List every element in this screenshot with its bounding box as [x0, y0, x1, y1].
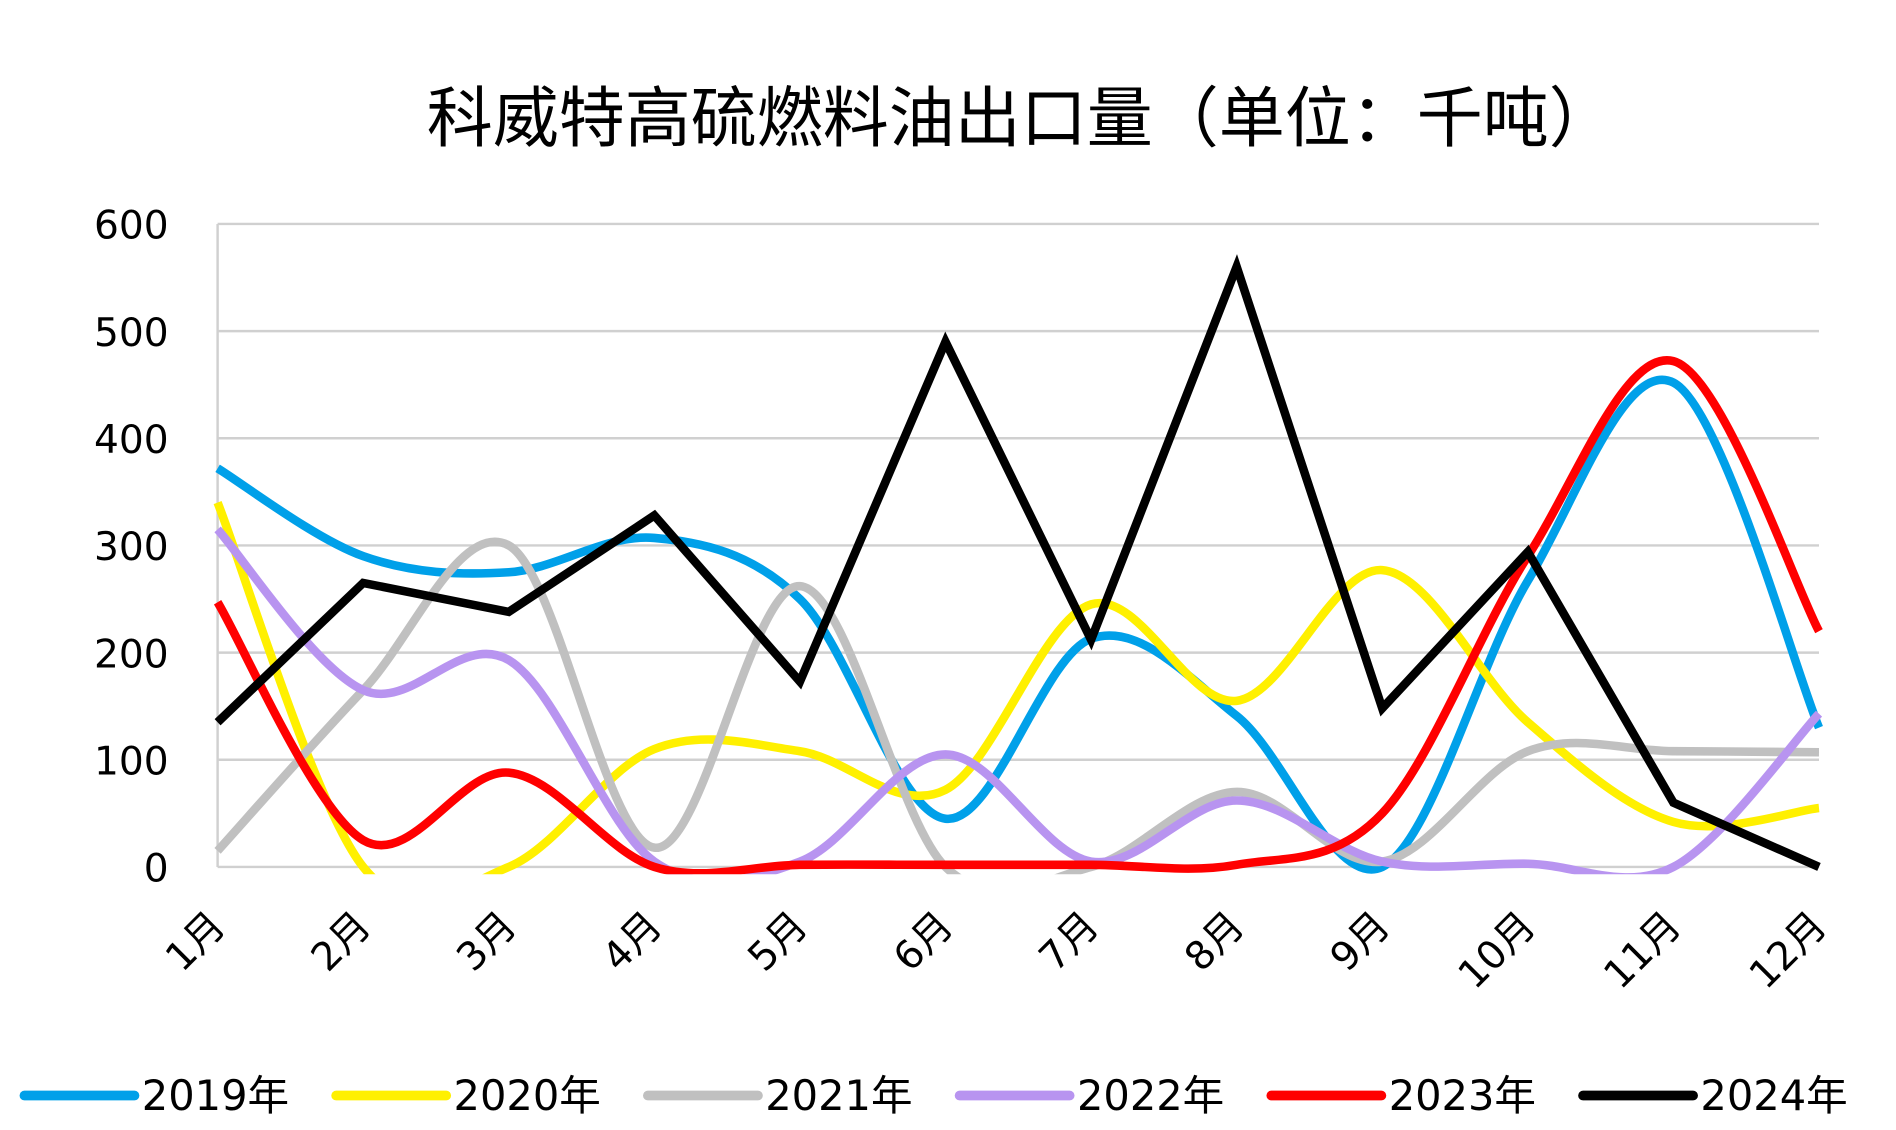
series-line-2023年 [213, 356, 1823, 875]
y-tick-label: 100 [94, 739, 169, 784]
legend-label: 2022年 [1077, 1071, 1224, 1120]
y-tick-label: 0 [144, 847, 169, 892]
x-tick-label: 3月 [449, 903, 526, 980]
x-tick-label: 2月 [303, 903, 380, 980]
x-tick-label: 11月 [1596, 903, 1691, 998]
series-line-2021年 [214, 537, 1820, 875]
y-tick-label: 400 [94, 418, 169, 463]
y-tick-label: 500 [94, 311, 169, 356]
legend-label: 2024年 [1700, 1071, 1847, 1120]
y-tick-label: 300 [94, 525, 169, 570]
legend-label: 2019年 [142, 1071, 289, 1120]
x-tick-label: 6月 [885, 903, 962, 980]
x-tick-label: 7月 [1031, 903, 1108, 980]
x-tick-label: 4月 [594, 903, 671, 980]
x-tick-label: 5月 [740, 903, 817, 980]
legend-label: 2021年 [765, 1071, 912, 1120]
x-tick-label: 8月 [1176, 903, 1253, 980]
x-tick-label: 12月 [1741, 903, 1836, 998]
y-tick-label: 600 [94, 204, 169, 249]
series-line-2024年 [214, 254, 1821, 871]
chart-title: 科威特高硫燃料油出口量（单位：千吨） [427, 80, 1615, 157]
y-tick-label: 200 [94, 632, 169, 677]
x-tick-label: 9月 [1322, 903, 1399, 980]
legend-label: 2023年 [1389, 1071, 1536, 1120]
x-tick-label: 1月 [157, 903, 234, 980]
legend-label: 2020年 [454, 1071, 601, 1120]
x-tick-label: 10月 [1450, 903, 1545, 998]
series-line-2022年 [214, 526, 1823, 875]
series-line-2020年 [213, 500, 1820, 875]
